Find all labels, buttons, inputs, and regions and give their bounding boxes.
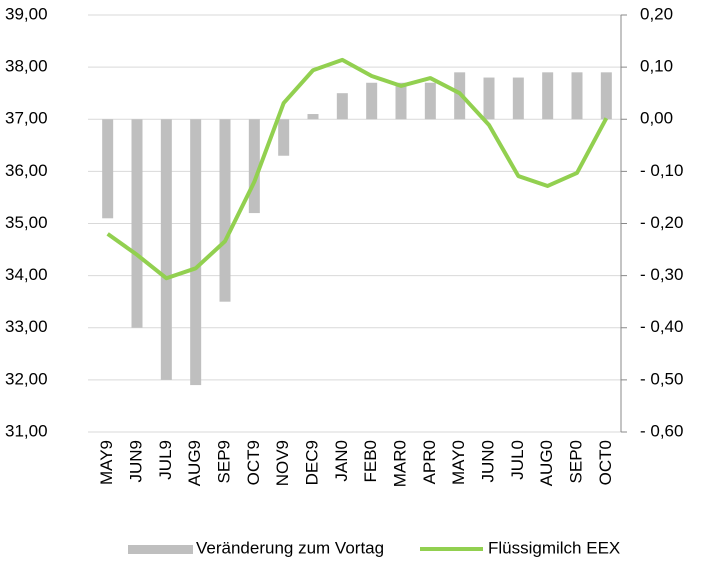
x-tick-label: JAN0: [332, 440, 351, 482]
bar: [366, 82, 378, 120]
bar: [131, 119, 143, 328]
x-tick-label: JUN9: [126, 440, 145, 483]
bar: [278, 119, 290, 156]
x-tick-label: DEC9: [302, 440, 321, 485]
bar: [571, 72, 583, 120]
x-tick-label: MAY9: [97, 440, 116, 485]
x-tick-label: MAR0: [390, 440, 409, 487]
y-tick-label: 35,00: [5, 213, 48, 232]
bar: [248, 119, 260, 214]
bar: [219, 119, 231, 302]
y2-tick-label: - 0,10: [640, 161, 683, 180]
bar: [395, 82, 407, 120]
y-tick-label: 39,00: [5, 4, 48, 23]
x-tick-label: JUN0: [478, 440, 497, 483]
x-tick-label: MAY0: [449, 440, 468, 485]
bar: [160, 119, 172, 380]
y-tick-label: 33,00: [5, 317, 48, 336]
y-tick-label: 31,00: [5, 421, 48, 440]
x-tick-label: JUL0: [508, 440, 527, 480]
y-tick-label: 34,00: [5, 265, 48, 284]
x-tick-label: OCT0: [596, 440, 615, 485]
legend-label: Veränderung zum Vortag: [196, 538, 384, 557]
x-tick-label: FEB0: [361, 440, 380, 483]
bar: [600, 72, 612, 120]
y2-tick-label: 0,20: [640, 4, 673, 23]
bar: [190, 119, 202, 386]
y2-tick-label: 0,00: [640, 109, 673, 128]
x-tick-label: NOV9: [273, 440, 292, 486]
y2-tick-label: - 0,50: [640, 369, 683, 388]
bar: [483, 77, 495, 120]
x-tick-label: AUG0: [537, 440, 556, 486]
bar: [542, 72, 554, 120]
y-tick-label: 36,00: [5, 161, 48, 180]
bar: [424, 82, 436, 120]
bar: [102, 119, 114, 219]
y2-tick-label: 0,10: [640, 57, 673, 76]
y2-tick-label: - 0,20: [640, 213, 683, 232]
y2-tick-label: - 0,40: [640, 317, 683, 336]
legend-swatch: [128, 545, 193, 554]
line: [106, 57, 609, 281]
x-tick-label: OCT9: [244, 440, 263, 485]
y-tick-label: 32,00: [5, 369, 48, 388]
y-tick-label: 38,00: [5, 57, 48, 76]
y2-tick-label: - 0,30: [640, 265, 683, 284]
x-tick-label: SEP9: [214, 440, 233, 483]
bar: [307, 114, 319, 120]
y-tick-label: 37,00: [5, 109, 48, 128]
bar: [336, 93, 348, 120]
x-tick-label: SEP0: [566, 440, 585, 483]
x-tick-label: JUL9: [156, 440, 175, 480]
bar: [512, 77, 524, 120]
x-tick-label: AUG9: [185, 440, 204, 486]
x-tick-label: APR0: [420, 440, 439, 484]
y2-tick-label: - 0,60: [640, 421, 683, 440]
legend-label: Flüssigmilch EEX: [488, 538, 620, 557]
